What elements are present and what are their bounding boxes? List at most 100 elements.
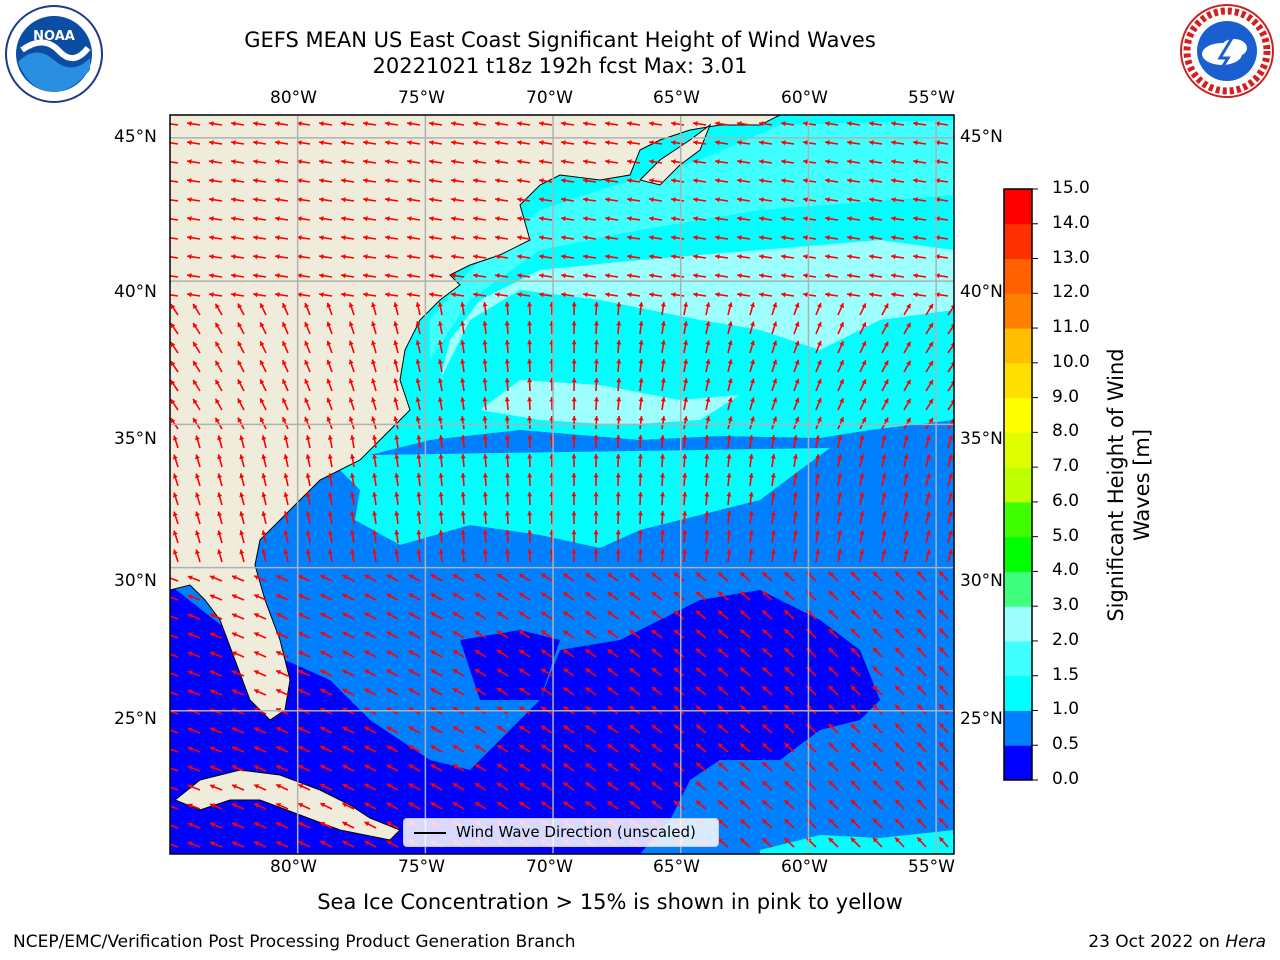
wave-direction-arrowhead <box>649 292 654 298</box>
wave-direction-arrowhead <box>727 321 733 327</box>
wave-direction-arrowhead <box>497 669 503 674</box>
wave-direction-arrowhead <box>825 254 830 260</box>
wave-direction-arrow <box>170 293 179 297</box>
wave-direction-arrowhead <box>254 632 260 637</box>
wave-direction-arrow <box>170 179 179 183</box>
wave-direction-arrowhead <box>671 216 676 222</box>
wave-direction-arrowhead <box>925 549 931 555</box>
wave-direction-arrowhead <box>825 159 830 165</box>
wave-direction-arrowhead <box>605 292 610 298</box>
wave-direction-arrowhead <box>451 140 456 146</box>
wave-direction-arrowhead <box>319 254 324 260</box>
wave-direction-arrowhead <box>737 254 742 260</box>
wave-direction-arrowhead <box>452 688 458 693</box>
wave-direction-arrowhead <box>519 611 525 617</box>
wave-direction-arrowhead <box>231 197 236 203</box>
wave-direction-arrowhead <box>341 273 346 279</box>
wave-direction-arrowhead <box>209 670 215 676</box>
wave-direction-arrowhead <box>187 235 192 241</box>
wave-direction-arrowhead <box>275 140 280 146</box>
wave-direction-arrowhead <box>305 511 311 517</box>
wave-direction-arrowhead <box>438 473 444 478</box>
wave-direction-arrowhead <box>627 254 632 260</box>
wave-direction-arrowhead <box>803 197 808 203</box>
wave-direction-arrowhead <box>437 378 443 383</box>
wave-direction-arrowhead <box>474 688 480 693</box>
wave-direction-arrowhead <box>385 292 390 298</box>
wave-direction-arrowhead <box>825 273 830 279</box>
wave-direction-arrowhead <box>583 273 588 279</box>
wave-direction-arrowhead <box>861 341 867 347</box>
wave-direction-arrowhead <box>939 666 945 672</box>
wave-direction-arrowhead <box>718 724 724 730</box>
wave-direction-arrowhead <box>526 416 533 421</box>
wave-direction-arrowhead <box>430 783 436 788</box>
wave-direction-arrowhead <box>320 783 326 789</box>
wave-direction-arrowhead <box>215 379 220 385</box>
wave-direction-arrowhead <box>504 435 511 440</box>
wave-direction-arrowhead <box>209 784 215 790</box>
wave-direction-arrowhead <box>837 492 843 497</box>
wave-direction-arrowhead <box>386 764 392 770</box>
wave-direction-arrowhead <box>563 725 569 731</box>
wave-direction-arrowhead <box>451 216 456 222</box>
wave-direction-arrowhead <box>671 273 676 279</box>
wave-direction-arrowhead <box>326 416 332 422</box>
wave-direction-arrowhead <box>517 235 522 241</box>
lon-label-top: 80°W <box>270 88 317 108</box>
wave-direction-arrowhead <box>740 800 746 806</box>
wave-direction-arrowhead <box>816 340 822 346</box>
wave-direction-arrowhead <box>917 761 923 767</box>
wave-direction-arrowhead <box>319 140 324 146</box>
wave-direction-arrowhead <box>495 121 500 127</box>
wave-direction-arrowhead <box>651 667 657 673</box>
svg-text:NOAA: NOAA <box>33 29 75 44</box>
wave-direction-arrowhead <box>497 612 503 617</box>
wave-direction-arrowhead <box>386 612 392 618</box>
wave-direction-arrowhead <box>682 530 688 535</box>
wave-direction-arrowhead <box>341 140 346 146</box>
wave-direction-arrowhead <box>172 530 178 536</box>
wave-direction-arrowhead <box>917 818 923 824</box>
wave-direction-arrowhead <box>393 340 399 346</box>
lon-label-top: 60°W <box>781 88 828 108</box>
wave-direction-arrowhead <box>342 650 348 656</box>
wave-direction-arrowhead <box>430 574 436 579</box>
colorbar-segment <box>1004 397 1032 433</box>
wave-direction-arrowhead <box>276 689 282 694</box>
wave-direction-arrowhead <box>259 417 265 423</box>
wave-direction-arrowhead <box>563 744 569 750</box>
wave-direction-arrowhead <box>718 629 724 635</box>
wave-direction-arrowhead <box>527 454 533 459</box>
wave-direction-arrowhead <box>762 819 768 825</box>
chart-title: GEFS MEAN US East Coast Significant Heig… <box>244 28 876 52</box>
wave-direction-arrowhead <box>482 473 488 478</box>
wave-direction-arrow <box>947 323 954 335</box>
colorbar-segment <box>1004 640 1032 677</box>
wave-direction-arrowhead <box>517 292 522 298</box>
wave-direction-arrowhead <box>165 178 170 183</box>
wave-direction-arrowhead <box>872 647 878 653</box>
wave-direction-arrowhead <box>430 631 436 636</box>
wave-direction-arrowhead <box>170 418 176 424</box>
wave-direction-arrowhead <box>364 745 370 751</box>
wave-direction-arrowhead <box>673 667 679 673</box>
wave-direction-arrowhead <box>231 273 236 279</box>
wave-direction-arrowhead <box>651 572 657 578</box>
wave-direction-arrowhead <box>607 763 613 768</box>
wave-direction-arrowhead <box>504 473 511 478</box>
wave-direction-arrowhead <box>482 321 488 326</box>
wave-direction-arrowhead <box>165 159 170 164</box>
wave-direction-arrowhead <box>673 591 679 597</box>
wave-direction-arrowhead <box>737 178 742 184</box>
colorbar-tick-label: 8.0 <box>1052 421 1080 442</box>
wave-direction-arrowhead <box>170 342 176 348</box>
wave-direction-arrowhead <box>232 689 237 695</box>
wave-direction-arrowhead <box>649 159 654 165</box>
wave-direction-arrowhead <box>917 647 923 653</box>
wave-direction-arrowhead <box>925 435 931 441</box>
wave-direction-arrowhead <box>231 121 236 127</box>
wave-direction-arrowhead <box>759 121 764 127</box>
wave-direction-arrowhead <box>348 378 354 384</box>
wave-direction-arrowhead <box>947 473 953 479</box>
